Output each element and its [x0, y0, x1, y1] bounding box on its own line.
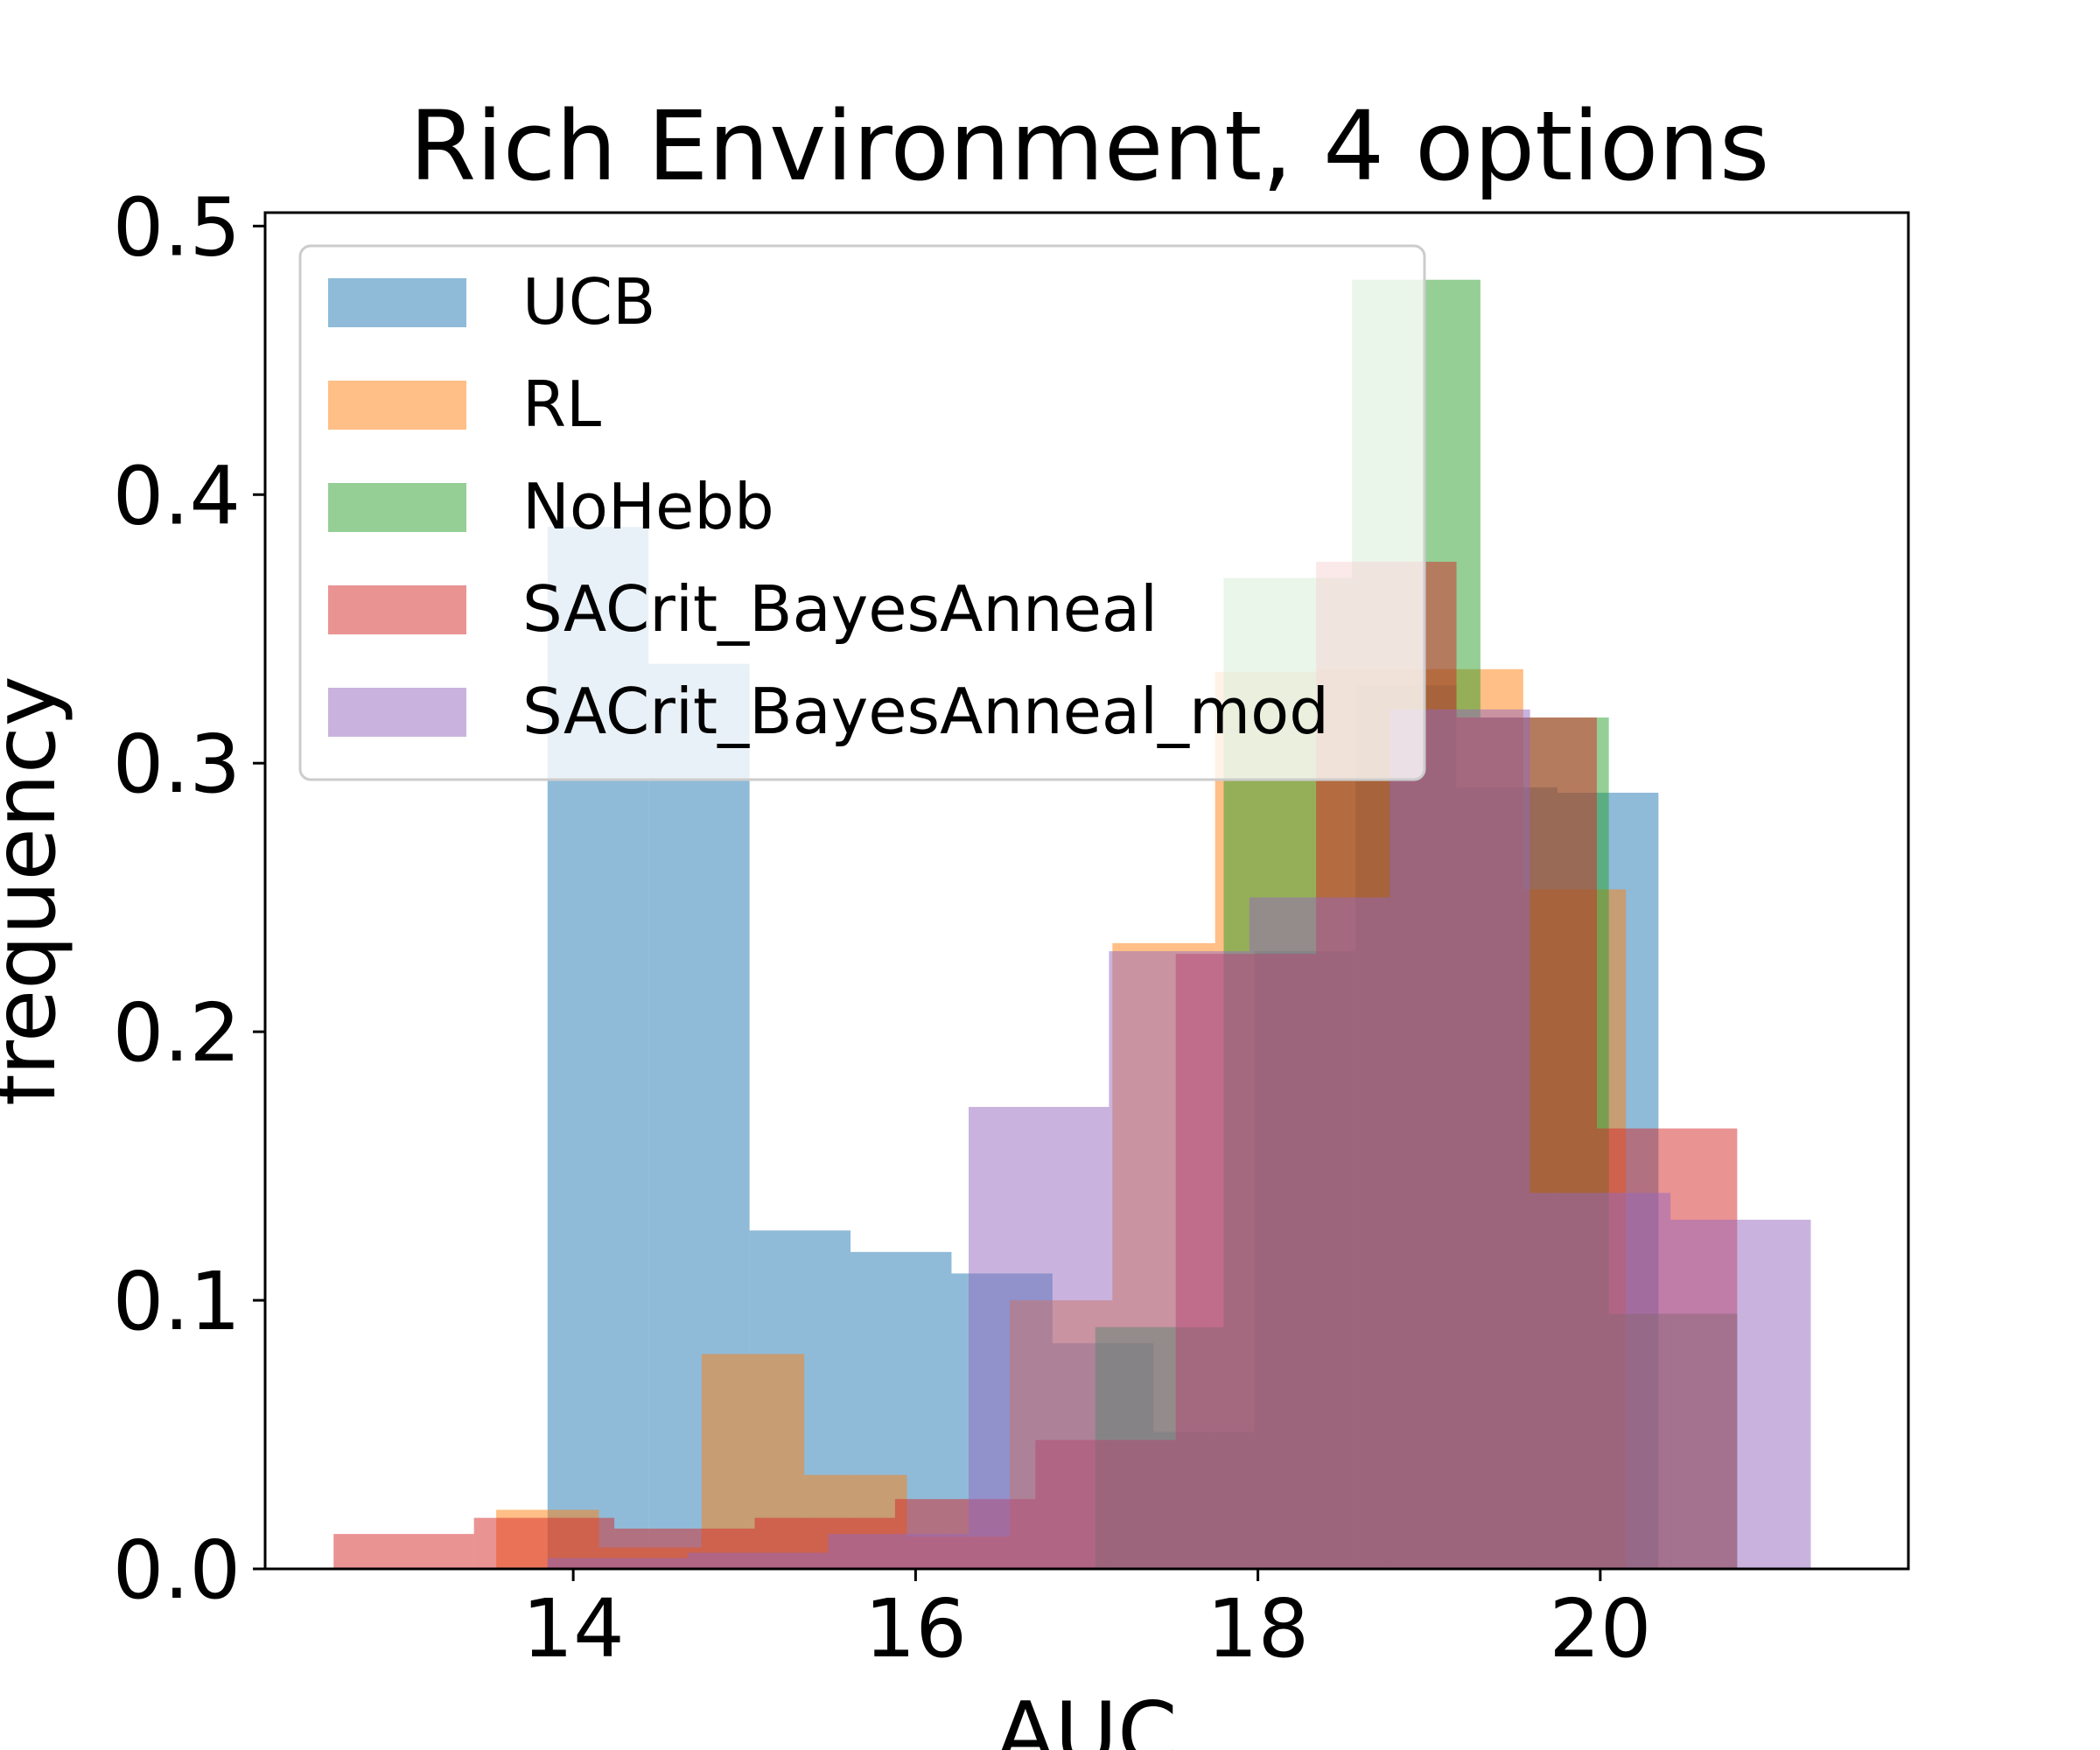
bar-sacrit-bayesanneal-mod-0	[547, 1558, 689, 1569]
y-axis-ticks: 0.0 0.1 0.2 0.3 0.4 0.5	[113, 180, 265, 1617]
y-tick-label: 0.4	[113, 449, 241, 542]
x-tick-label: 18	[1207, 1582, 1309, 1676]
y-tick-label: 0.2	[113, 986, 241, 1080]
legend-swatch	[328, 278, 466, 327]
bar-sacrit-bayesanneal-0	[333, 1534, 474, 1569]
legend-label: RL	[522, 368, 601, 441]
legend-label: SACrit_BayesAnneal_mod	[522, 675, 1329, 748]
bar-sacrit-bayesanneal-mod-6	[1390, 709, 1530, 1569]
legend-label: UCB	[522, 265, 655, 339]
bar-sacrit-bayesanneal-mod-3	[969, 1107, 1110, 1569]
x-tick-label: 16	[864, 1582, 967, 1676]
legend-label: SACrit_BayesAnneal	[522, 572, 1158, 646]
legend-label: NoHebb	[522, 470, 774, 543]
bar-sacrit-bayesanneal-mod-8	[1670, 1219, 1811, 1569]
y-tick-label: 0.3	[113, 718, 241, 811]
bar-sacrit-bayesanneal-mod-7	[1530, 1193, 1671, 1569]
y-axis-label: frequency	[0, 676, 75, 1106]
legend-swatch	[328, 381, 466, 430]
chart-title: Rich Environment, 4 options	[410, 90, 1770, 202]
legend-box	[298, 244, 1426, 781]
bar-sacrit-bayesanneal-mod-5	[1249, 897, 1390, 1569]
legend-items: UCB RL NoHebb SACrit_BayesAnneal SACrit_Baye…	[328, 265, 1329, 748]
x-axis-label: AUC	[996, 1684, 1177, 1750]
x-tick-label: 20	[1549, 1582, 1651, 1676]
bar-sacrit-bayesanneal-mod-1	[688, 1552, 829, 1569]
legend-swatch	[328, 585, 466, 634]
plot-area-frame	[263, 211, 1910, 1571]
bar-sacrit-bayesanneal-mod-2	[828, 1534, 970, 1569]
bar-sacrit-bayesanneal-mod-4	[1109, 951, 1250, 1569]
legend: UCB RL NoHebb SACrit_BayesAnneal SACrit_Baye…	[298, 244, 1426, 781]
y-tick-label: 0.0	[113, 1523, 241, 1617]
x-tick-label: 14	[522, 1582, 625, 1676]
y-tick-label: 0.5	[113, 180, 241, 274]
legend-swatch	[328, 688, 466, 737]
y-tick-label: 0.1	[113, 1255, 241, 1348]
legend-swatch	[328, 483, 466, 532]
x-axis-ticks: 14 16 18 20	[522, 1569, 1651, 1676]
